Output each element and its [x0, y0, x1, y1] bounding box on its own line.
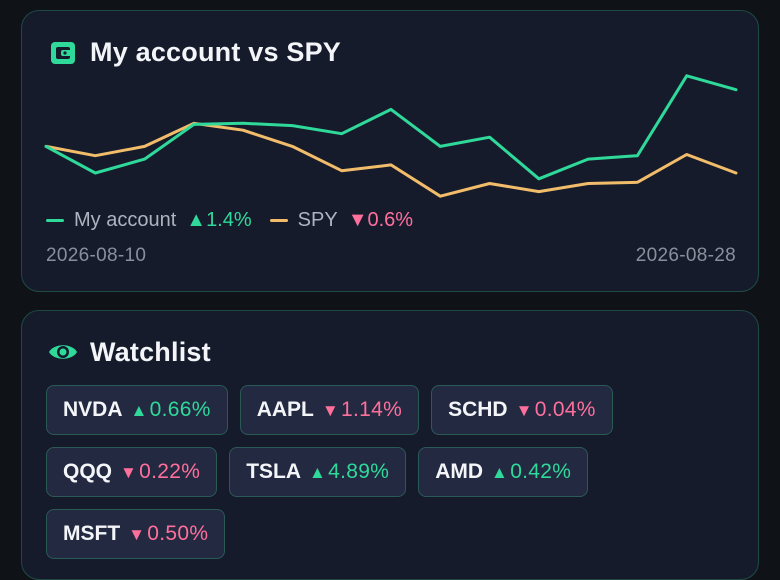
ticker-symbol: NVDA	[63, 398, 123, 421]
legend-change: ▲1.4%	[186, 209, 251, 232]
series-line-spy	[44, 121, 738, 198]
watchlist-chips: NVDA ▲0.66% AAPL ▼1.14% SCHD ▼0.04% QQQ …	[46, 385, 746, 559]
legend-swatch-spy	[269, 219, 288, 222]
start-date: 2026-08-10	[46, 245, 147, 266]
legend-item-my-account: My account ▲1.4%	[46, 209, 252, 232]
change-value: 4.89%	[328, 460, 390, 483]
up-arrow-icon: ▲	[491, 463, 509, 482]
down-arrow-icon: ▼	[347, 209, 368, 231]
ticker-change: ▼0.04%	[516, 398, 596, 422]
ticker-symbol: TSLA	[246, 460, 302, 483]
ticker-change: ▼0.50%	[128, 522, 208, 546]
end-date: 2026-08-28	[635, 245, 736, 266]
change-value: 0.50%	[147, 522, 209, 545]
chart-legend: My account ▲1.4% SPY ▼0.6%	[46, 209, 431, 232]
watchlist-chip-msft[interactable]: MSFT ▼0.50%	[46, 509, 226, 559]
series-line-my-account	[44, 74, 738, 181]
wallet-icon	[51, 42, 75, 64]
ticker-symbol: AMD	[435, 460, 484, 483]
legend-label: SPY	[297, 209, 338, 231]
ticker-symbol: AAPL	[256, 398, 314, 421]
ticker-change: ▲4.89%	[309, 460, 389, 484]
down-arrow-icon: ▼	[321, 401, 340, 420]
legend-item-spy: SPY ▼0.6%	[269, 209, 413, 232]
eye-icon	[49, 345, 77, 359]
down-arrow-icon: ▼	[120, 463, 138, 482]
change-value: 0.66%	[149, 398, 211, 421]
ticker-change: ▼0.22%	[120, 460, 200, 484]
watchlist-title: Watchlist	[90, 337, 211, 367]
watchlist-card: Watchlist NVDA ▲0.66% AAPL ▼1.14% SCHD ▼…	[21, 310, 759, 580]
change-value: 0.22%	[139, 460, 201, 483]
ticker-change: ▲0.42%	[491, 460, 571, 484]
down-arrow-icon: ▼	[515, 401, 533, 420]
watchlist-chip-aapl[interactable]: AAPL ▼1.14%	[239, 385, 420, 435]
watchlist-chip-schd[interactable]: SCHD ▼0.04%	[431, 385, 613, 435]
up-arrow-icon: ▲	[309, 463, 327, 482]
ticker-symbol: SCHD	[448, 398, 508, 421]
performance-title: My account vs SPY	[90, 37, 341, 67]
change-value: 1.14%	[341, 398, 403, 421]
change-value: 0.42%	[510, 460, 572, 483]
watchlist-chip-qqq[interactable]: QQQ ▼0.22%	[46, 447, 218, 497]
ticker-symbol: QQQ	[63, 460, 113, 483]
performance-card: My account vs SPY My account ▲1.4% SPY ▼…	[21, 10, 759, 292]
change-value: 1.4%	[206, 209, 252, 231]
down-arrow-icon: ▼	[128, 525, 146, 544]
change-value: 0.6%	[367, 209, 414, 231]
legend-label: My account	[74, 209, 177, 231]
watchlist-chip-amd[interactable]: AMD ▲0.42%	[418, 447, 589, 497]
ticker-change: ▲0.66%	[131, 398, 211, 422]
watchlist-chip-nvda[interactable]: NVDA ▲0.66%	[46, 385, 228, 435]
performance-chart	[44, 74, 738, 198]
ticker-symbol: MSFT	[63, 522, 121, 545]
watchlist-chip-tsla[interactable]: TSLA ▲4.89%	[229, 447, 407, 497]
up-arrow-icon: ▲	[130, 401, 148, 420]
ticker-change: ▼1.14%	[322, 398, 402, 422]
date-range: 2026-08-10 2026-08-28	[46, 245, 736, 267]
up-arrow-icon: ▲	[186, 209, 207, 231]
change-value: 0.04%	[534, 398, 596, 421]
legend-swatch-my-account	[46, 219, 64, 222]
legend-change: ▼0.6%	[348, 209, 413, 232]
